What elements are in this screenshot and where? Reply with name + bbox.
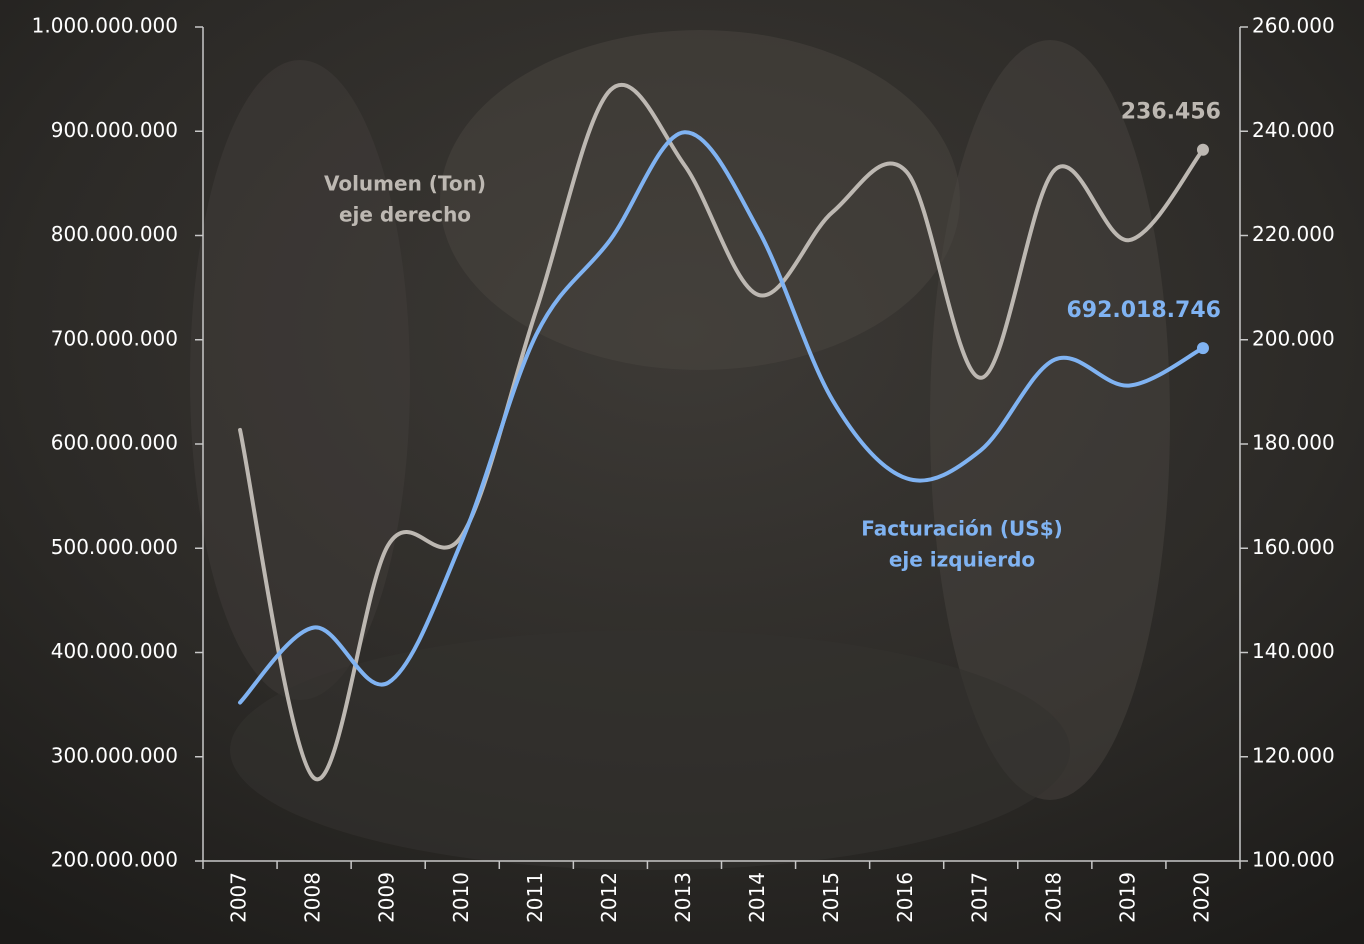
x-tick-label: 2013: [671, 872, 695, 923]
background-shape: [190, 60, 410, 700]
x-tick-label: 2012: [597, 872, 621, 923]
x-tick-label: 2010: [449, 872, 473, 923]
series-line: [238, 82, 1205, 782]
x-tick-label: 2020: [1189, 872, 1213, 923]
series-line: [238, 130, 1205, 705]
x-tick-label: 2016: [893, 872, 917, 923]
background-shape: [230, 630, 1070, 870]
y2-tick-label: 100.000: [1252, 848, 1335, 872]
value-label: 692.018.746: [1066, 298, 1220, 323]
background-shape: [440, 30, 960, 370]
y-tick-label: 500.000.000: [51, 535, 178, 559]
x-tick-label: 2007: [227, 872, 251, 923]
y-tick-label: 400.000.000: [51, 639, 178, 663]
y2-tick-label: 200.000: [1252, 326, 1335, 350]
y2-tick-label: 240.000: [1252, 118, 1335, 142]
x-tick-label: 2008: [301, 872, 325, 923]
series-axis-note: eje derecho: [339, 203, 471, 227]
y-tick-label: 800.000.000: [51, 222, 178, 246]
y2-tick-label: 220.000: [1252, 222, 1335, 246]
y-tick-label: 300.000.000: [51, 743, 178, 767]
series-axis-note: eje izquierdo: [889, 548, 1035, 572]
y-tick-label: 200.000.000: [51, 848, 178, 872]
x-tick-label: 2018: [1041, 872, 1065, 923]
y2-tick-label: 120.000: [1252, 743, 1335, 767]
x-tick-label: 2014: [745, 872, 769, 923]
y2-tick-label: 160.000: [1252, 535, 1335, 559]
series-label: Facturación (US$): [861, 517, 1063, 541]
series-label: Volumen (Ton): [324, 172, 486, 196]
y-tick-label: 1.000.000.000: [32, 14, 178, 38]
y2-tick-label: 140.000: [1252, 639, 1335, 663]
y2-tick-label: 180.000: [1252, 431, 1335, 455]
y-tick-label: 600.000.000: [51, 431, 178, 455]
x-tick-label: 2019: [1115, 872, 1139, 923]
end-point: [1196, 342, 1209, 355]
y2-tick-label: 260.000: [1252, 14, 1335, 38]
y-tick-label: 700.000.000: [51, 326, 178, 350]
value-label: 236.456: [1121, 100, 1221, 125]
x-tick-label: 2009: [375, 872, 399, 923]
x-tick-label: 2015: [819, 872, 843, 923]
y-tick-label: 900.000.000: [51, 118, 178, 142]
end-point: [1196, 143, 1209, 156]
x-tick-label: 2017: [967, 872, 991, 923]
x-tick-label: 2011: [523, 872, 547, 923]
